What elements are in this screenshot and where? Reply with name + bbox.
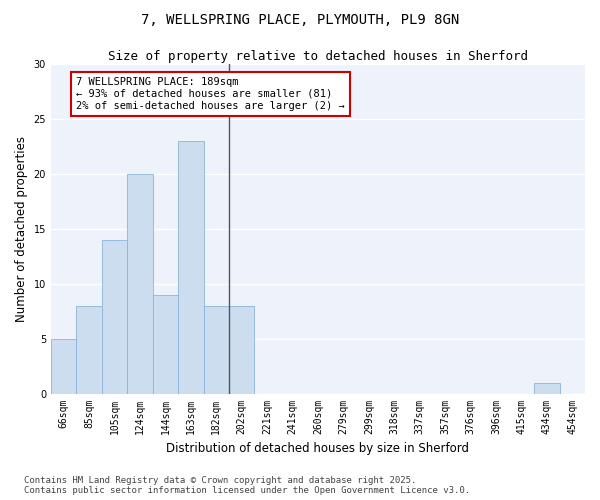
Bar: [76, 306, 102, 394]
Bar: [178, 141, 203, 394]
Y-axis label: Number of detached properties: Number of detached properties: [15, 136, 28, 322]
Bar: [203, 306, 229, 394]
Bar: [127, 174, 152, 394]
Text: 7, WELLSPRING PLACE, PLYMOUTH, PL9 8GN: 7, WELLSPRING PLACE, PLYMOUTH, PL9 8GN: [141, 12, 459, 26]
Bar: [51, 338, 76, 394]
Text: 7 WELLSPRING PLACE: 189sqm
← 93% of detached houses are smaller (81)
2% of semi-: 7 WELLSPRING PLACE: 189sqm ← 93% of deta…: [76, 78, 344, 110]
Bar: [102, 240, 127, 394]
Bar: [534, 382, 560, 394]
X-axis label: Distribution of detached houses by size in Sherford: Distribution of detached houses by size …: [166, 442, 469, 455]
Bar: [152, 294, 178, 394]
Title: Size of property relative to detached houses in Sherford: Size of property relative to detached ho…: [108, 50, 528, 63]
Bar: [229, 306, 254, 394]
Text: Contains HM Land Registry data © Crown copyright and database right 2025.
Contai: Contains HM Land Registry data © Crown c…: [24, 476, 470, 495]
